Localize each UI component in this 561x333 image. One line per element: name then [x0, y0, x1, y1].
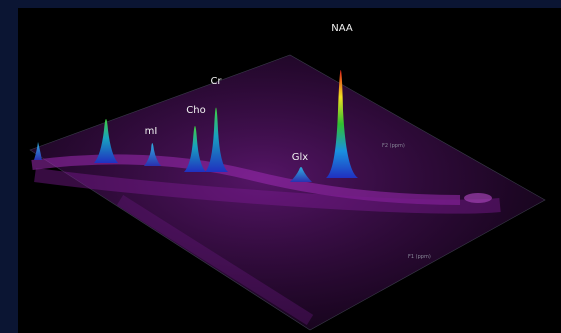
- peak: [326, 70, 358, 178]
- peak-label: Glx: [292, 152, 309, 163]
- peak-label: mI: [145, 126, 158, 137]
- ridge: [34, 168, 501, 214]
- peak: [34, 142, 42, 160]
- peak: [94, 119, 118, 163]
- ridge: [464, 193, 492, 203]
- peak-label: NAA: [331, 23, 353, 34]
- plane-outline: [29, 54, 546, 331]
- peak-label: Cho: [186, 105, 205, 116]
- axis-label: F1 (ppm): [408, 254, 431, 260]
- peak: [290, 167, 312, 182]
- peak-label: Cr: [210, 76, 222, 87]
- ridge: [116, 194, 314, 326]
- peak: [205, 107, 228, 172]
- peak: [144, 143, 161, 166]
- base-plane: [30, 55, 545, 330]
- axis-label: F2 (ppm): [382, 143, 405, 149]
- peak: [184, 126, 206, 172]
